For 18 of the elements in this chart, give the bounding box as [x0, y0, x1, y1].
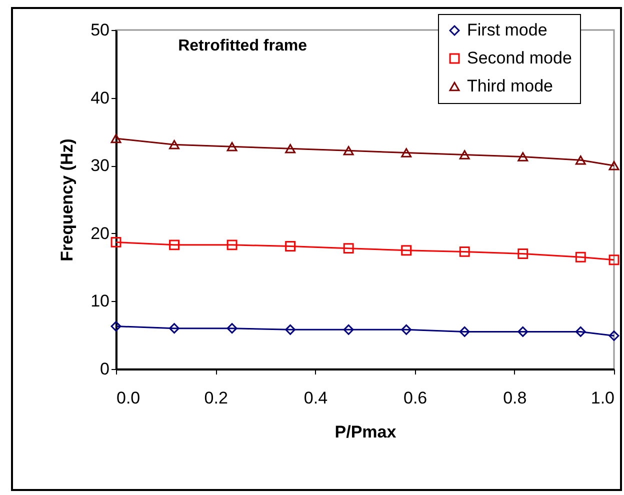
chart-title: Retrofitted frame	[178, 38, 308, 54]
x-tick-label: 1.0	[590, 388, 614, 408]
x-axis-title: P/Pmax	[334, 422, 397, 442]
legend-label: Third mode	[467, 76, 553, 96]
y-tick-label: 40	[90, 88, 110, 108]
y-tick-label: 20	[90, 224, 110, 243]
x-tick-label: 0.8	[503, 388, 527, 408]
y-tick-label: 0	[100, 360, 110, 378]
y-axis-title: Frequency (Hz)	[58, 138, 77, 262]
x-tick-label: 0.2	[204, 388, 228, 408]
x-tick-label: 0.0	[116, 388, 140, 408]
legend-label: Second mode	[467, 48, 572, 68]
x-tick-label: 0.6	[403, 388, 428, 408]
legend-label: First mode	[467, 20, 548, 40]
y-tick-label: 50	[90, 20, 110, 40]
y-tick-label: 30	[90, 156, 110, 176]
y-tick-label: 10	[90, 292, 110, 311]
x-tick-label: 0.4	[304, 388, 328, 408]
